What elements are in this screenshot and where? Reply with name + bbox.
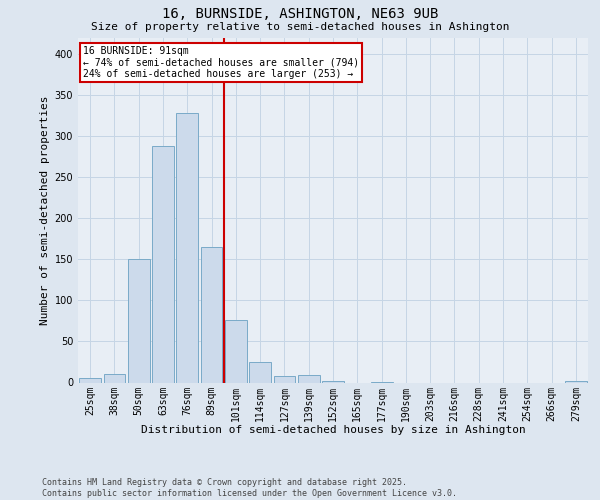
Bar xyxy=(128,260,149,382)
Text: 16 BURNSIDE: 91sqm
← 74% of semi-detached houses are smaller (794)
24% of semi-d: 16 BURNSIDE: 91sqm ← 74% of semi-detache… xyxy=(83,46,359,80)
Bar xyxy=(152,146,174,382)
Text: Contains HM Land Registry data © Crown copyright and database right 2025.
Contai: Contains HM Land Registry data © Crown c… xyxy=(42,478,457,498)
Text: 16, BURNSIDE, ASHINGTON, NE63 9UB: 16, BURNSIDE, ASHINGTON, NE63 9UB xyxy=(162,8,438,22)
X-axis label: Distribution of semi-detached houses by size in Ashington: Distribution of semi-detached houses by … xyxy=(140,424,526,434)
Y-axis label: Number of semi-detached properties: Number of semi-detached properties xyxy=(40,95,50,325)
Bar xyxy=(104,374,125,382)
Bar xyxy=(298,375,320,382)
Bar xyxy=(249,362,271,382)
Bar xyxy=(225,320,247,382)
Bar xyxy=(565,381,587,382)
Text: Size of property relative to semi-detached houses in Ashington: Size of property relative to semi-detach… xyxy=(91,22,509,32)
Bar xyxy=(200,247,223,382)
Bar xyxy=(176,113,198,382)
Bar xyxy=(274,376,295,382)
Bar xyxy=(79,378,101,382)
Bar xyxy=(322,381,344,382)
